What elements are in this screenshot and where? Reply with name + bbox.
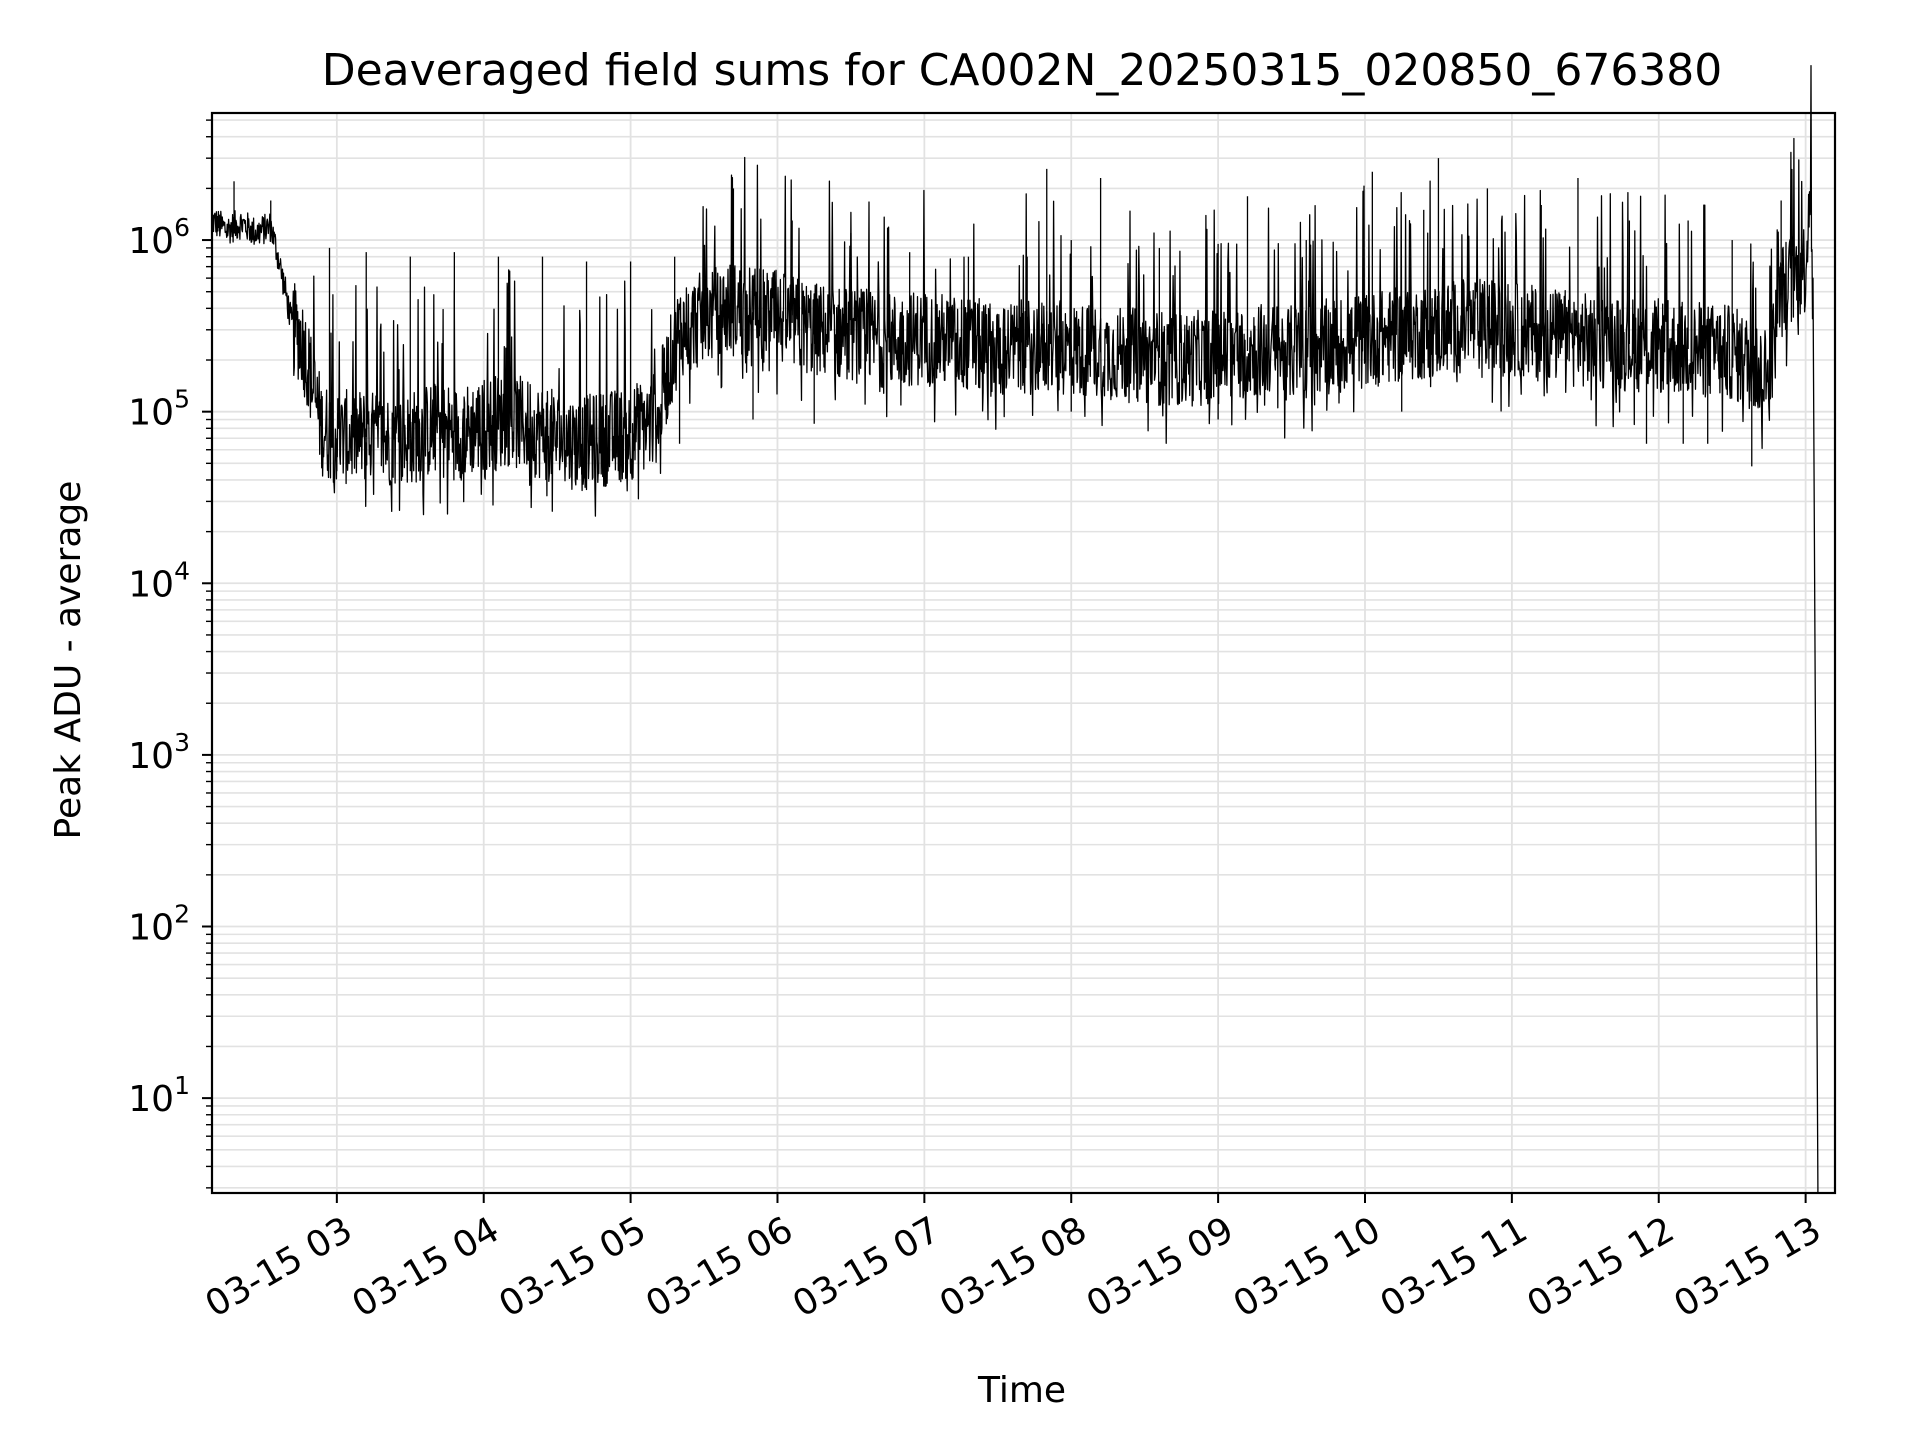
y-tick-label: 104 bbox=[128, 556, 190, 605]
y-tick-base: 10 bbox=[128, 221, 174, 262]
y-tick-exponent: 6 bbox=[174, 213, 190, 242]
y-tick-exponent: 5 bbox=[174, 385, 190, 414]
chart-title: Deaveraged field sums for CA002N_2025031… bbox=[322, 45, 1723, 96]
y-tick-label: 101 bbox=[128, 1071, 190, 1120]
y-tick-base: 10 bbox=[128, 908, 174, 949]
y-tick-exponent: 4 bbox=[174, 556, 190, 585]
x-axis-label: Time bbox=[977, 1370, 1066, 1411]
y-tick-label: 106 bbox=[128, 213, 190, 262]
y-tick-base: 10 bbox=[128, 393, 174, 434]
y-tick-exponent: 1 bbox=[174, 1071, 190, 1100]
y-tick-base: 10 bbox=[128, 564, 174, 605]
grid-minor bbox=[212, 119, 1835, 1189]
y-tick-base: 10 bbox=[128, 736, 174, 777]
y-tick-label: 105 bbox=[128, 385, 190, 434]
y-axis-label: Peak ADU - average bbox=[48, 481, 89, 840]
series-line bbox=[211, 65, 1819, 1193]
y-tick-base: 10 bbox=[128, 1079, 174, 1120]
plot-frame bbox=[210, 111, 1837, 1195]
y-tick-exponent: 2 bbox=[174, 900, 190, 929]
plot-lines bbox=[211, 65, 1819, 1193]
y-tick-label: 102 bbox=[128, 900, 190, 949]
y-tick-exponent: 3 bbox=[174, 728, 190, 757]
y-tick-label: 103 bbox=[128, 728, 190, 777]
